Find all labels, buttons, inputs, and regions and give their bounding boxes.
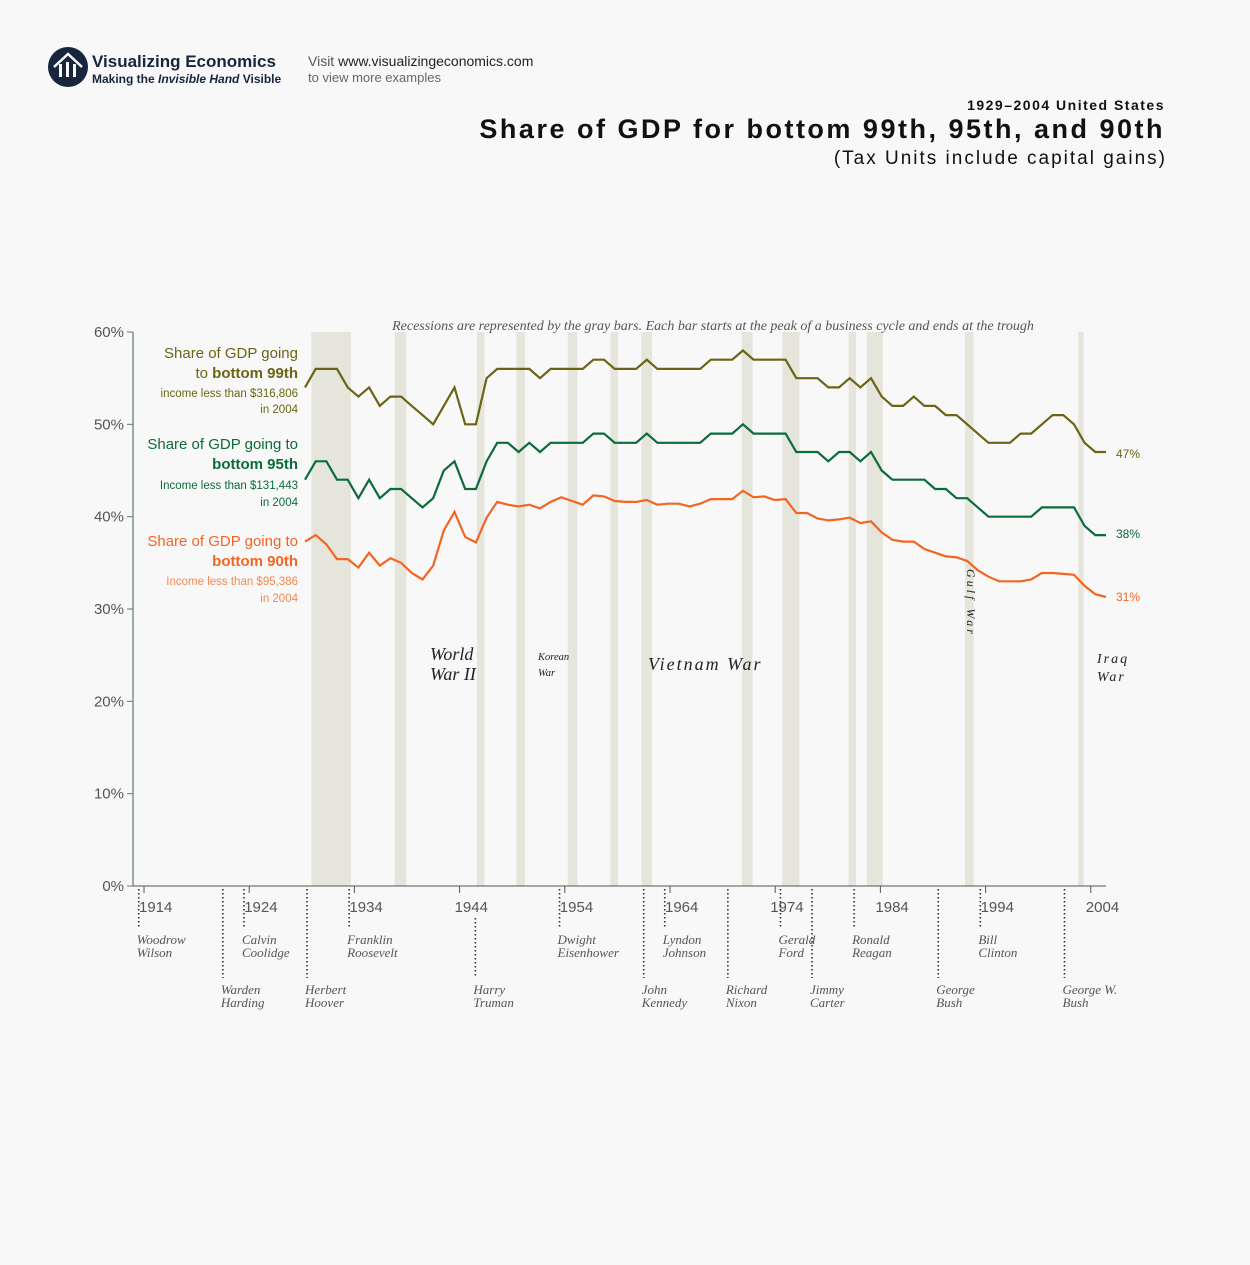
legend-90th-year: in 2004 [260,593,298,605]
recession-bar [1078,332,1084,886]
legend-99th: Share of GDP going to bottom 99th income… [161,345,299,416]
x-tick-label: 1984 [875,899,908,916]
president-label: Calvin Coolidge [242,932,290,960]
legend-95th-year: in 2004 [260,497,298,509]
president-label: Gerald Ford [777,932,815,960]
president-label: Jimmy Carter [810,982,846,1010]
chart-subtitle: (Tax Units include capital gains) [834,148,1167,169]
y-tick-labels: 0% 10% 20% 30% 40% 50% 60% [94,324,133,895]
y-tick-label: 0% [102,878,124,895]
recession-bar [610,332,618,886]
y-tick-label: 20% [94,693,124,710]
legend-90th-line1: Share of GDP going to [147,533,298,550]
x-tick-labels: 1914 1924 1934 1944 1954 1964 1974 1984 1994 2004 [139,886,1119,916]
end-label-90th: 31% [1116,590,1140,604]
recession-bar [782,332,800,886]
legend-95th-line1: Share of GDP going to [147,436,298,453]
recession-bars [311,332,1084,886]
x-tick-label: 1924 [244,899,277,916]
recession-bar [394,332,407,886]
president-label: Harry Truman [472,982,513,1010]
legend-90th-income: Income less than $95,386 [166,576,298,588]
recession-bar [965,332,974,886]
legend-99th-income: income less than $316,806 [161,388,298,400]
recession-bar [641,332,653,886]
x-tick-label: 2004 [1086,899,1119,916]
recession-bar [516,332,526,886]
president-label: Woodrow Wilson [137,932,186,960]
legend-90th: Share of GDP going to bottom 90th Income… [147,533,298,605]
end-label-95th: 38% [1116,527,1140,541]
recession-bar [866,332,883,886]
y-tick-label: 60% [94,324,124,341]
president-label: Herbert Hoover [304,982,347,1010]
end-labels: 47% 38% 31% [1116,447,1140,604]
x-tick-label: 1944 [455,899,488,916]
end-label-99th: 47% [1116,447,1140,461]
legend-99th-line1: Share of GDP going [164,345,298,362]
war-label-vietnam: Vietnam War [648,654,763,674]
war-label-iraq: Iraq War [1096,652,1129,685]
x-tick-label: 1954 [560,899,593,916]
series-line-90th [304,489,1107,599]
x-tick-label: 1934 [349,899,382,916]
war-labels: World War II Korean War Vietnam War Gulf W… [430,569,1129,685]
series-lines [304,349,1107,599]
y-tick-label: 30% [94,601,124,618]
war-label-korea: Korean War [537,652,569,679]
brand-tagline: Making the Invisible Hand Visible [92,72,282,86]
y-tick-label: 50% [94,416,124,433]
president-label: Lyndon Johnson [662,932,706,960]
y-tick-label: 40% [94,509,124,526]
brand-logo[interactable]: Visualizing Economics Making the Invisib… [48,47,282,87]
x-tick-label: 1964 [665,899,698,916]
visit-sub: to view more examples [308,70,441,85]
war-label-wwii: World War II [430,644,477,684]
recession-bar [311,332,351,886]
brand-name: Visualizing Economics [92,52,276,71]
legend-95th: Share of GDP going to bottom 95th Income… [147,436,298,509]
legend-99th-year: in 2004 [260,404,298,416]
x-tick-label: 1974 [770,899,803,916]
recession-note: Recessions are represented by the gray b… [391,319,1034,334]
chart-title: Share of GDP for bottom 99th, 95th, and … [479,114,1165,144]
recession-bar [567,332,578,886]
x-tick-label: 1994 [981,899,1014,916]
series-line-99th [304,349,1106,454]
president-label: Dwight Eisenhower [557,932,620,960]
series-line-95th [304,422,1106,537]
legend-99th-line2: to bottom 99th [195,365,298,382]
president-label: Warden Harding [220,982,265,1010]
president-label: George W. Bush [1063,982,1118,1010]
recession-bar [476,332,485,886]
x-tick-label: 1914 [139,899,172,916]
recession-bar [741,332,753,886]
president-label: Bill Clinton [978,932,1017,960]
president-label: John Kennedy [641,982,688,1010]
president-label: Ronald Reagan [851,932,892,960]
legend-95th-line2: bottom 95th [212,456,298,473]
president-label: Richard Nixon [725,982,768,1010]
war-label-gulf: Gulf War [964,569,978,637]
legend-95th-income: Income less than $131,443 [160,480,298,492]
president-label: George Bush [936,982,975,1010]
y-tick-label: 10% [94,786,124,803]
recession-bar [848,332,857,886]
visit-link[interactable]: Visit www.visualizingeconomics.com [308,53,533,69]
legend-90th-line2: bottom 90th [212,553,298,570]
chart-supertitle: 1929–2004 United States [967,97,1165,113]
president-label: Franklin Roosevelt [346,932,398,960]
president-timeline: Woodrow Wilson Warden Harding Calvin Coolidge… [137,889,1117,1010]
